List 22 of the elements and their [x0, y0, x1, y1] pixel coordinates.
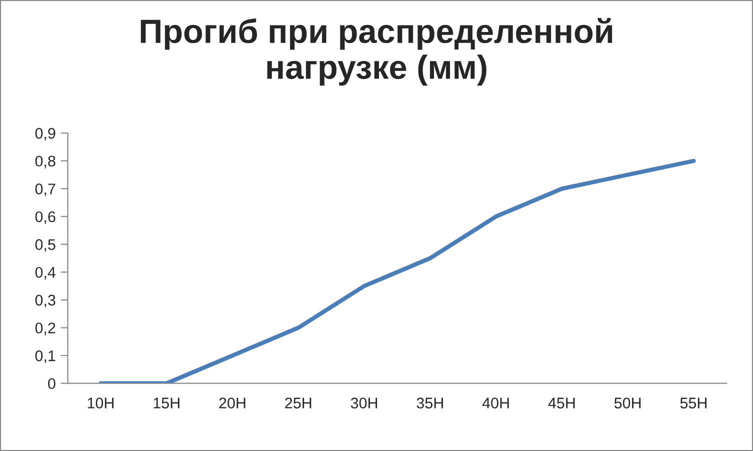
x-tick-label: 45Н	[548, 398, 575, 408]
y-tick-label: 0,7	[35, 184, 56, 196]
y-tick-label: 0,1	[35, 350, 56, 364]
chart-title: Прогиб при распределенной нагрузке (мм)	[140, 18, 612, 86]
y-tick-label: 0,5	[35, 239, 56, 252]
y-tick-label: 0,3	[35, 294, 56, 308]
line-series	[98, 158, 696, 384]
x-tick-label: 50Н	[614, 398, 641, 408]
x-tick-label: 20Н	[219, 398, 246, 408]
y-tick-label: 0,9	[35, 128, 56, 141]
x-tick-label: 30Н	[350, 398, 378, 408]
y-tick-label: 0	[48, 378, 56, 390]
y-tick-label: 0,6	[35, 211, 56, 224]
y-tick-label: 0,2	[35, 322, 56, 336]
x-tick-label: 25Н	[285, 398, 312, 408]
x-tick-label: 35Н	[416, 398, 443, 408]
x-tick-label: 10Н	[88, 398, 114, 408]
x-tick-label: 15Н	[154, 398, 180, 408]
x-tick-label: 40Н	[482, 398, 509, 408]
y-tick-label: 0,8	[35, 156, 56, 168]
x-tick-label: 55Н	[680, 398, 706, 408]
y-tick-label: 0,4	[35, 266, 56, 280]
